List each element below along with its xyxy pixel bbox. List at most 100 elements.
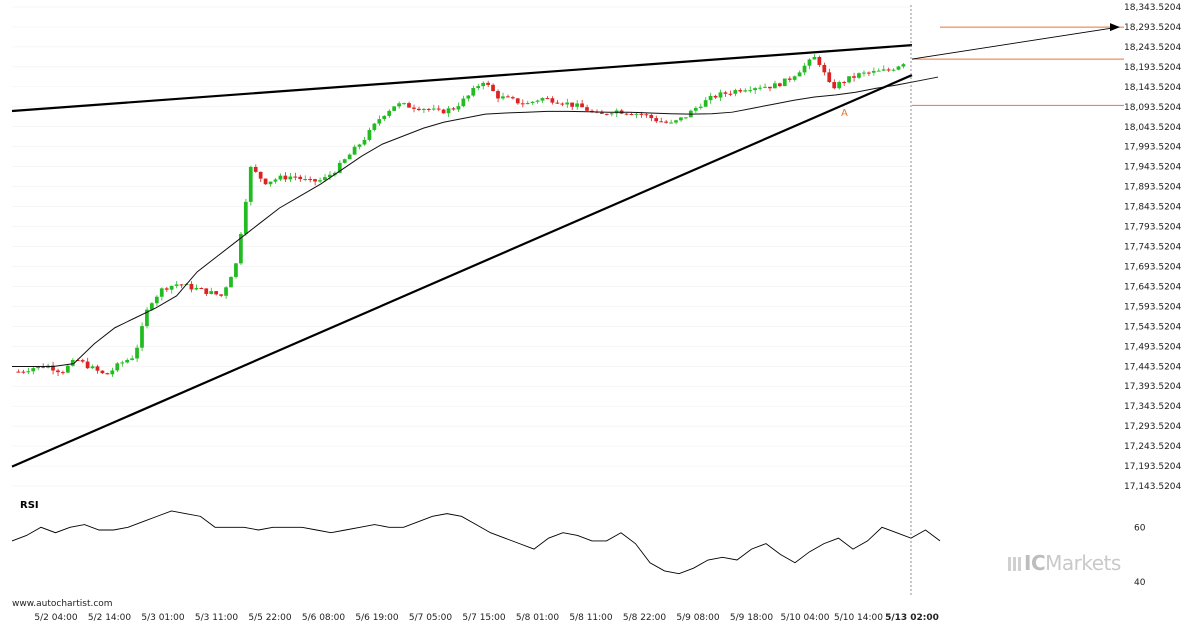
rsi-tick-label: 40 <box>1134 578 1146 588</box>
candle-body <box>674 120 678 123</box>
candle-body <box>426 108 431 110</box>
candle-body <box>703 100 708 107</box>
candle-body <box>753 88 757 91</box>
x-tick-label: 5/3 01:00 <box>141 613 185 623</box>
candle-body <box>258 171 263 179</box>
grid-lines <box>12 6 912 487</box>
candle-body <box>743 90 748 92</box>
candle-body <box>585 107 589 111</box>
candle-body <box>248 166 253 202</box>
y-tick-label: 18,193.5204 <box>1124 63 1182 73</box>
y-tick-label: 18,093.5204 <box>1124 103 1182 113</box>
y-tick-label: 17,593.5204 <box>1124 302 1182 312</box>
candle-body <box>402 103 406 105</box>
candle-body <box>372 123 377 130</box>
y-tick-label: 17,293.5204 <box>1124 422 1182 432</box>
y-tick-label: 17,243.5204 <box>1124 442 1182 452</box>
x-tick-label: 5/10 04:00 <box>780 613 829 623</box>
candle-body <box>303 179 308 181</box>
candle-body <box>214 291 219 295</box>
y-tick-label: 18,343.5204 <box>1124 3 1182 13</box>
candle-body <box>842 82 846 84</box>
candle-body <box>234 263 238 277</box>
candle-body <box>65 365 70 373</box>
candle-body <box>362 139 367 145</box>
candle-body <box>263 178 268 185</box>
candle-body <box>436 108 441 110</box>
candle-body <box>26 371 31 373</box>
y-tick-label: 17,943.5204 <box>1124 163 1182 173</box>
candle-body <box>832 82 837 89</box>
candle-body <box>684 117 688 119</box>
y-tick-label: 17,643.5204 <box>1124 282 1182 292</box>
y-tick-label: 18,043.5204 <box>1124 123 1182 133</box>
candle-body <box>268 181 273 185</box>
candle-body <box>199 287 204 289</box>
candlestick-series <box>16 54 906 377</box>
candle-body <box>36 366 41 369</box>
candle-body <box>70 359 75 366</box>
candle-body <box>342 159 347 163</box>
candle-body <box>669 122 673 124</box>
candle-body <box>337 162 342 173</box>
candle-body <box>886 69 891 71</box>
candle-body <box>802 65 807 73</box>
candle-body <box>283 175 288 180</box>
candle-body <box>728 93 733 95</box>
autochartist-link[interactable]: www.autochartist.com <box>12 599 113 609</box>
rsi-title: RSI <box>20 500 39 511</box>
candle-body <box>51 365 55 371</box>
candle-body <box>590 110 594 112</box>
candle-body <box>698 106 703 108</box>
candle-body <box>357 144 362 147</box>
candle-body <box>446 108 451 114</box>
candle-body <box>525 102 530 105</box>
candle-body <box>21 371 26 373</box>
candle-body <box>135 347 139 359</box>
candle-body <box>777 83 782 87</box>
candle-body <box>328 174 332 178</box>
candle-body <box>599 112 604 114</box>
candle-body <box>145 309 149 327</box>
candle-body <box>194 287 199 290</box>
candle-body <box>159 288 164 297</box>
x-tick-label: 5/2 14:00 <box>88 613 132 623</box>
candle-body <box>243 201 248 234</box>
candle-body <box>862 72 866 74</box>
candle-body <box>506 96 510 98</box>
candle-body <box>80 360 85 362</box>
candle-body <box>288 176 293 180</box>
x-tick-label: 5/6 08:00 <box>302 613 346 623</box>
candle-body <box>451 108 456 110</box>
candle-body <box>649 114 654 119</box>
candle-body <box>278 175 283 180</box>
candle-body <box>881 69 886 71</box>
candle-body <box>822 64 827 73</box>
candle-body <box>110 370 115 375</box>
candle-body <box>332 172 337 175</box>
x-tick-label: 5/8 01:00 <box>516 613 560 623</box>
candle-body <box>347 154 352 160</box>
x-axis-labels: 5/2 04:00 5/2 14:00 5/3 01:00 5/3 11:00 5/5 … <box>34 613 939 623</box>
candle-body <box>461 98 466 107</box>
candle-body <box>515 98 520 104</box>
candle-body <box>560 103 565 105</box>
resistance-trendline <box>11 44 913 113</box>
x-tick-label: 5/8 11:00 <box>569 613 613 623</box>
candle-body <box>609 113 614 115</box>
candle-body <box>154 296 159 304</box>
candle-body <box>708 95 713 101</box>
candle-body <box>891 69 896 71</box>
candle-body <box>56 370 60 373</box>
candle-body <box>421 108 426 111</box>
candle-body <box>624 113 629 115</box>
rsi-panel: 60 40 <box>11 510 1146 588</box>
candle-body <box>471 88 476 96</box>
x-tick-label: 5/3 11:00 <box>195 613 239 623</box>
candle-body <box>876 70 881 72</box>
candle-body <box>718 92 723 98</box>
candle-body <box>575 103 579 107</box>
moving-average-line <box>12 76 939 367</box>
candle-body <box>555 102 560 104</box>
candle-body <box>441 109 446 114</box>
